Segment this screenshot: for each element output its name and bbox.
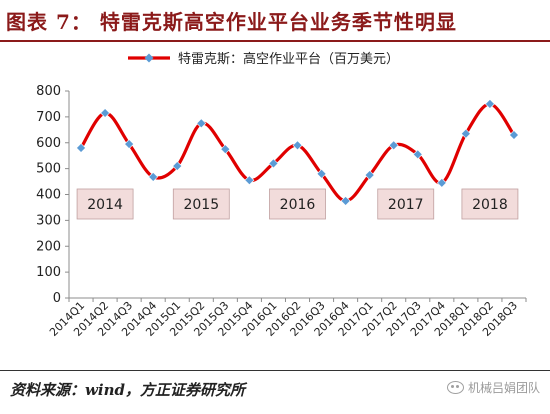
- y-tick-label: 300: [36, 213, 61, 228]
- data-point: [460, 128, 471, 139]
- year-label-box: [269, 188, 326, 220]
- report-header: 图表 7： 特雷克斯高空作业平台业务季节性明显: [0, 0, 550, 42]
- year-label-box: [76, 188, 134, 220]
- line-chart: 01002003004005006007008002014Q12014Q2201…: [36, 51, 527, 339]
- series-line: [79, 102, 516, 203]
- data-point: [268, 158, 279, 169]
- data-point: [124, 139, 135, 149]
- data-point: [340, 196, 351, 206]
- data-point: [76, 143, 86, 153]
- data-point: [436, 177, 447, 188]
- legend-label: 特雷克斯：高空作业平台（百万美元）: [178, 51, 399, 67]
- data-point: [316, 168, 327, 179]
- year-label: 2018: [472, 197, 508, 213]
- data-point: [244, 175, 255, 186]
- y-tick-label: 500: [36, 162, 61, 177]
- y-tick-label: 100: [36, 265, 61, 280]
- figure-title: 图表 7： 特雷克斯高空作业平台业务季节性明显: [6, 10, 457, 34]
- year-label: 2014: [87, 197, 123, 213]
- report-footer: 资料来源：wind，方正证券研究所 机械吕娟团队: [0, 370, 550, 414]
- data-point: [388, 140, 399, 151]
- data-point: [292, 140, 303, 151]
- data-point: [484, 99, 495, 109]
- data-source: 资料来源：wind，方正证券研究所: [10, 381, 246, 399]
- data-point: [364, 170, 375, 181]
- data-point: [509, 130, 519, 140]
- year-label-box: [461, 188, 519, 220]
- watermark-text: 机械吕娟团队: [467, 381, 540, 395]
- data-point: [148, 171, 159, 182]
- data-point: [196, 118, 207, 129]
- year-label-box: [377, 188, 435, 220]
- y-tick-label: 400: [36, 188, 61, 203]
- y-tick-label: 200: [36, 239, 61, 254]
- year-label: 2015: [183, 197, 219, 213]
- data-point: [100, 108, 111, 118]
- year-label: 2016: [280, 197, 316, 213]
- y-tick-label: 600: [36, 136, 61, 151]
- legend-swatch-marker: [144, 53, 154, 63]
- wechat-icon: [446, 381, 464, 394]
- y-tick-label: 0: [53, 291, 61, 306]
- year-label: 2017: [388, 197, 424, 213]
- y-tick-label: 700: [36, 110, 61, 125]
- watermark: 机械吕娟团队: [446, 379, 540, 396]
- data-point: [172, 161, 183, 171]
- year-label-box: [172, 188, 230, 220]
- data-point: [220, 144, 231, 155]
- data-point: [412, 149, 423, 160]
- y-tick-label: 800: [36, 84, 61, 99]
